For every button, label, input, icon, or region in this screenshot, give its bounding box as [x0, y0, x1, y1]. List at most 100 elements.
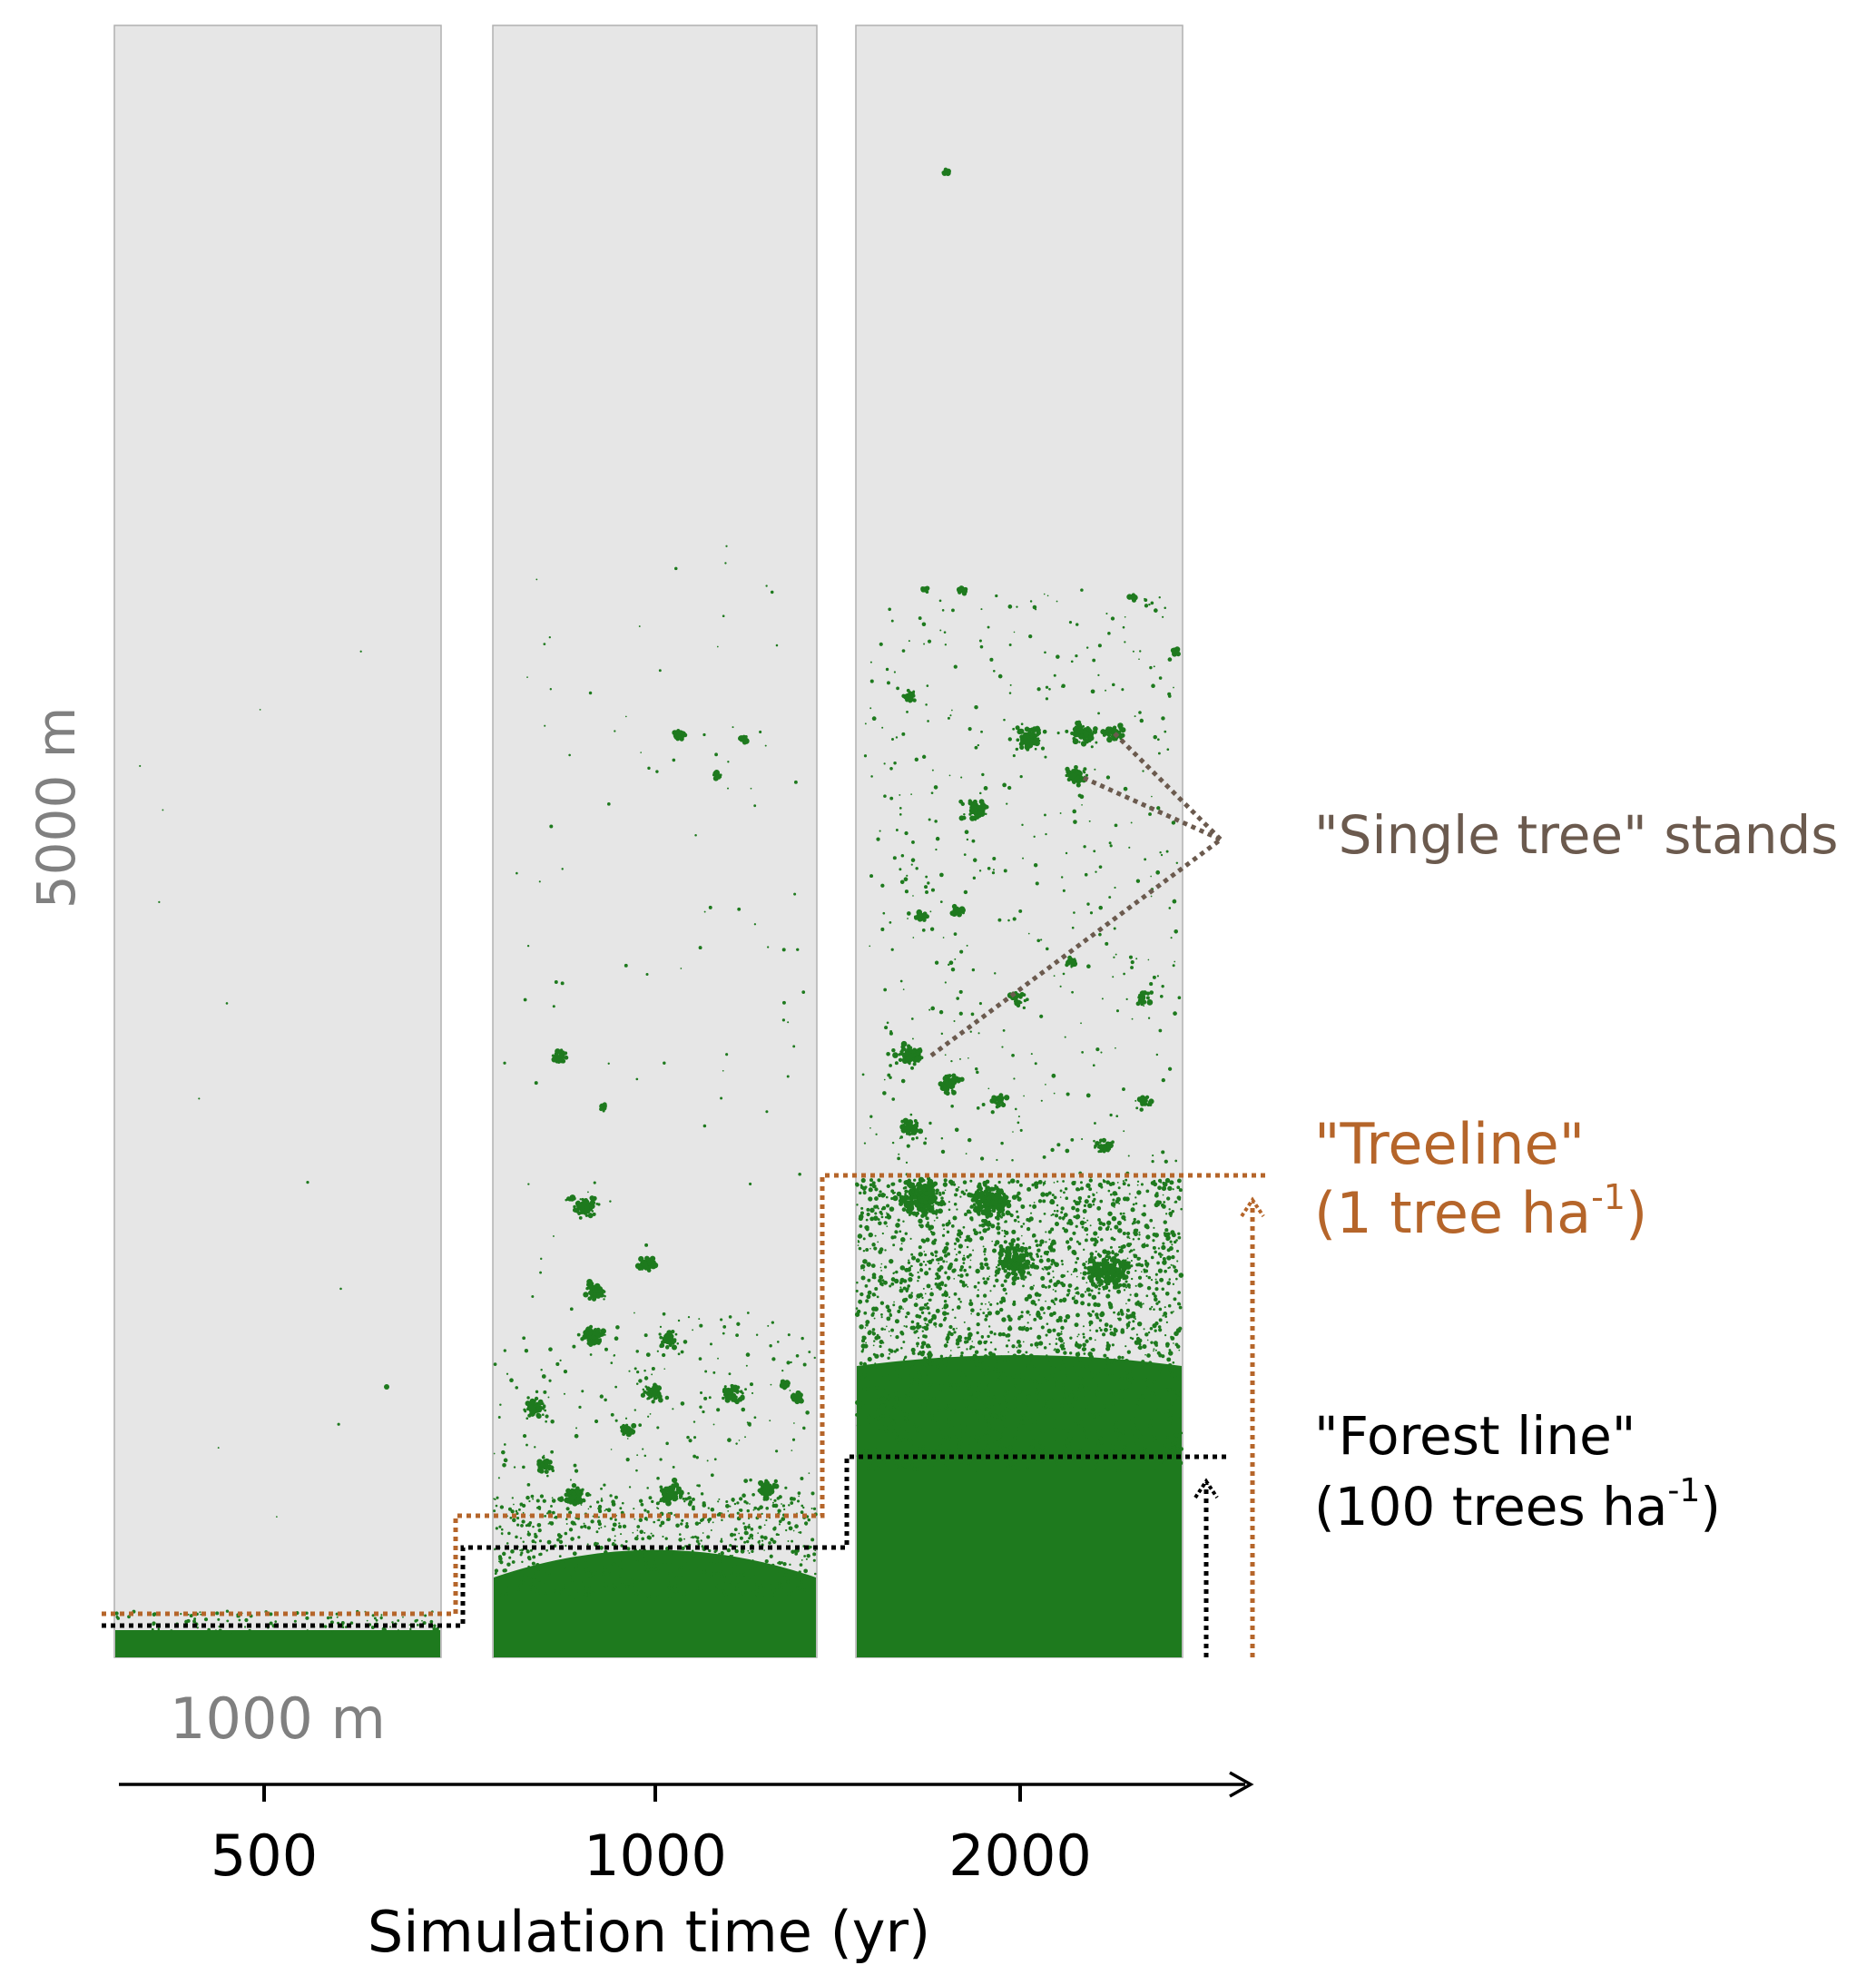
- tree-scatter-dot: [891, 738, 894, 741]
- tree-cluster-dot: [584, 1214, 589, 1217]
- tree-scatter-dot: [792, 1045, 796, 1048]
- tree-scatter-dot: [783, 1575, 787, 1578]
- tree-scatter-dot: [1153, 1350, 1154, 1352]
- tree-scatter-dot: [1053, 1447, 1056, 1449]
- tree-scatter-dot: [925, 1237, 930, 1243]
- tree-scatter-dot: [793, 1422, 795, 1424]
- tree-cluster-dot: [1076, 782, 1081, 788]
- tree-scatter-dot: [1142, 1212, 1146, 1217]
- tree-scatter-dot: [966, 1379, 968, 1382]
- tree-scatter-dot: [1160, 853, 1164, 857]
- tree-scatter-dot: [1050, 1227, 1055, 1232]
- tree-scatter-dot: [1011, 1053, 1015, 1057]
- tree-scatter-dot: [761, 1512, 763, 1515]
- tree-scatter-dot: [1009, 683, 1012, 686]
- tree-scatter-dot: [915, 867, 918, 870]
- tree-scatter-dot: [948, 1262, 953, 1267]
- tree-scatter-dot: [1053, 1182, 1056, 1184]
- tree-scatter-dot: [1137, 1237, 1141, 1241]
- tree-scatter-dot: [433, 1624, 437, 1627]
- tree-scatter-dot: [749, 1182, 752, 1185]
- tree-scatter-dot: [371, 1632, 375, 1636]
- tree-scatter-dot: [710, 1575, 713, 1578]
- tree-scatter-dot: [616, 1556, 620, 1559]
- tree-scatter-dot: [950, 1223, 955, 1228]
- tree-scatter-dot: [1020, 1204, 1024, 1208]
- tree-scatter-dot: [1124, 1430, 1126, 1431]
- tree-scatter-dot: [871, 1292, 876, 1297]
- tree-scatter-dot: [778, 1569, 781, 1574]
- tree-scatter-dot: [899, 813, 902, 816]
- tree-scatter-dot: [955, 1385, 961, 1390]
- tree-scatter-dot: [580, 1558, 583, 1560]
- tree-scatter-dot: [867, 1278, 871, 1282]
- tree-scatter-dot: [771, 1563, 775, 1567]
- tree-scatter-dot: [1086, 902, 1090, 906]
- tree-scatter-dot: [534, 1541, 537, 1544]
- tree-scatter-dot: [1037, 1199, 1043, 1204]
- tree-scatter-dot: [1076, 1449, 1079, 1452]
- tree-scatter-dot: [226, 1619, 230, 1623]
- tree-scatter-dot: [567, 1591, 572, 1596]
- tree-scatter-dot: [763, 1536, 768, 1540]
- tree-scatter-dot: [1168, 1278, 1171, 1281]
- tree-scatter-dot: [745, 1352, 751, 1357]
- tree-scatter-dot: [860, 1405, 865, 1410]
- tree-scatter-dot: [936, 1364, 940, 1369]
- tree-scatter-dot: [960, 776, 963, 779]
- tree-scatter-dot: [981, 1361, 984, 1364]
- tree-scatter-dot: [925, 1216, 929, 1220]
- tree-scatter-dot: [602, 1574, 606, 1579]
- tree-scatter-dot: [977, 1459, 984, 1465]
- tree-scatter-dot: [620, 1551, 624, 1554]
- tree-scatter-dot: [1059, 1343, 1065, 1349]
- tree-scatter-dot: [992, 869, 995, 871]
- tree-scatter-dot: [961, 1282, 967, 1288]
- tree-scatter-dot: [1123, 972, 1125, 976]
- tree-scatter-dot: [503, 1061, 506, 1065]
- tree-scatter-dot: [683, 1499, 686, 1503]
- tree-scatter-dot: [1138, 1231, 1141, 1233]
- tree-scatter-dot: [898, 1440, 902, 1444]
- tree-scatter-dot: [944, 1356, 948, 1361]
- tree-scatter-dot: [1171, 1209, 1174, 1214]
- tree-scatter-dot: [539, 1494, 545, 1499]
- tree-scatter-dot: [1056, 1332, 1061, 1337]
- tree-cluster-dot: [644, 1255, 650, 1262]
- tree-scatter-dot: [1153, 665, 1155, 668]
- tree-scatter-dot: [787, 1540, 790, 1543]
- tree-scatter-dot: [1071, 990, 1074, 994]
- tree-scatter-dot: [795, 1550, 798, 1553]
- tree-scatter-dot: [972, 1392, 977, 1398]
- tree-scatter-dot: [1052, 1270, 1055, 1273]
- tree-scatter-dot: [1096, 1429, 1102, 1434]
- tree-scatter-dot: [996, 1371, 1001, 1378]
- tree-scatter-dot: [640, 752, 642, 753]
- tree-scatter-dot: [928, 1226, 932, 1231]
- tree-scatter-dot: [1152, 1322, 1157, 1329]
- tree-scatter-dot: [673, 1589, 679, 1594]
- tree-scatter-dot: [545, 1548, 548, 1552]
- tree-scatter-dot: [1167, 1362, 1173, 1368]
- tree-scatter-dot: [749, 1503, 751, 1505]
- tree-scatter-dot: [1085, 1287, 1091, 1292]
- tree-scatter-dot: [757, 1540, 761, 1544]
- tree-scatter-dot: [912, 1467, 917, 1471]
- tree-scatter-dot: [1125, 1345, 1127, 1348]
- tree-scatter-dot: [1134, 1292, 1139, 1298]
- tree-scatter-dot: [905, 1325, 909, 1328]
- tree-scatter-dot: [926, 1283, 931, 1289]
- tree-scatter-dot: [968, 1301, 974, 1307]
- tree-scatter-dot: [1155, 870, 1161, 875]
- tree-scatter-dot: [1126, 1350, 1131, 1354]
- tree-scatter-dot: [954, 1369, 958, 1373]
- tree-scatter-dot: [1033, 1181, 1039, 1186]
- tree-scatter-dot: [1091, 1294, 1097, 1300]
- tree-scatter-dot: [1085, 1233, 1088, 1236]
- tree-scatter-dot: [771, 1357, 776, 1361]
- tree-scatter-dot: [941, 1223, 946, 1227]
- tree-scatter-dot: [883, 1280, 888, 1285]
- tree-scatter-dot: [685, 1498, 688, 1501]
- tree-scatter-dot: [518, 1580, 524, 1586]
- tree-scatter-dot: [736, 1501, 740, 1505]
